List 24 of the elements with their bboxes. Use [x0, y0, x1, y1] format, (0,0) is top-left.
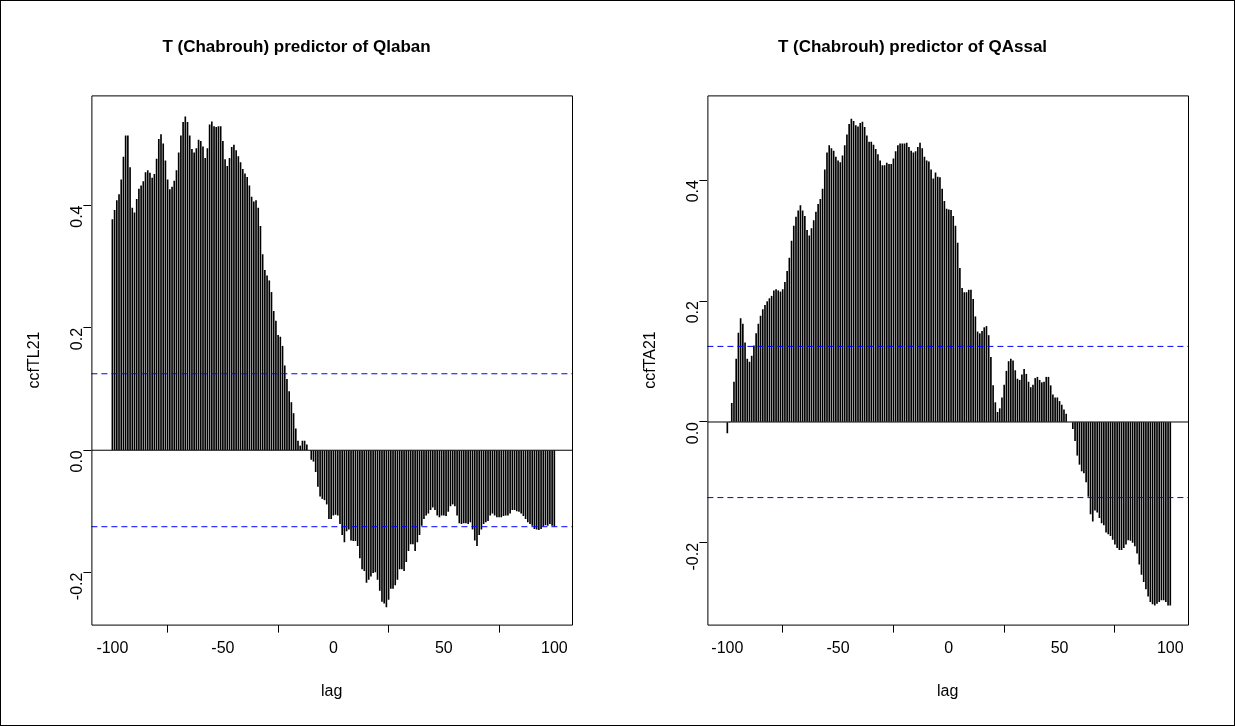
x-axis-title: lag	[321, 681, 343, 699]
x-tick-label: 0	[944, 638, 954, 656]
y-tick-label: 0.0	[683, 421, 701, 445]
x-tick-label: 0	[328, 638, 338, 656]
x-tick-label: 50	[1050, 638, 1069, 656]
y-tick-label: 0.4	[67, 205, 85, 228]
x-tick-label: 100	[540, 638, 568, 656]
y-tick-label: -0.2	[67, 572, 85, 601]
y-tick-label: 0.0	[67, 450, 85, 473]
chart-title: T (Chabrouh) predictor of Qlaban	[162, 36, 431, 56]
x-tick-label: -50	[826, 638, 850, 656]
y-axis-title: ccfTA21	[641, 331, 659, 389]
y-tick-label: 0.2	[683, 300, 701, 324]
y-tick-label: 0.2	[67, 327, 85, 351]
y-axis-title: ccfTL21	[25, 331, 43, 389]
x-tick-label: 100	[1156, 638, 1184, 656]
chart-title: T (Chabrouh) predictor of QAssal	[777, 36, 1048, 56]
x-tick-label: -50	[211, 638, 235, 656]
y-tick-label: -0.2	[683, 542, 701, 571]
x-tick-label: 50	[434, 638, 453, 656]
x-tick-label: -100	[711, 638, 744, 656]
x-tick-label: -100	[96, 638, 129, 656]
x-axis-title: lag	[937, 681, 959, 699]
y-tick-label: 0.4	[683, 179, 701, 203]
